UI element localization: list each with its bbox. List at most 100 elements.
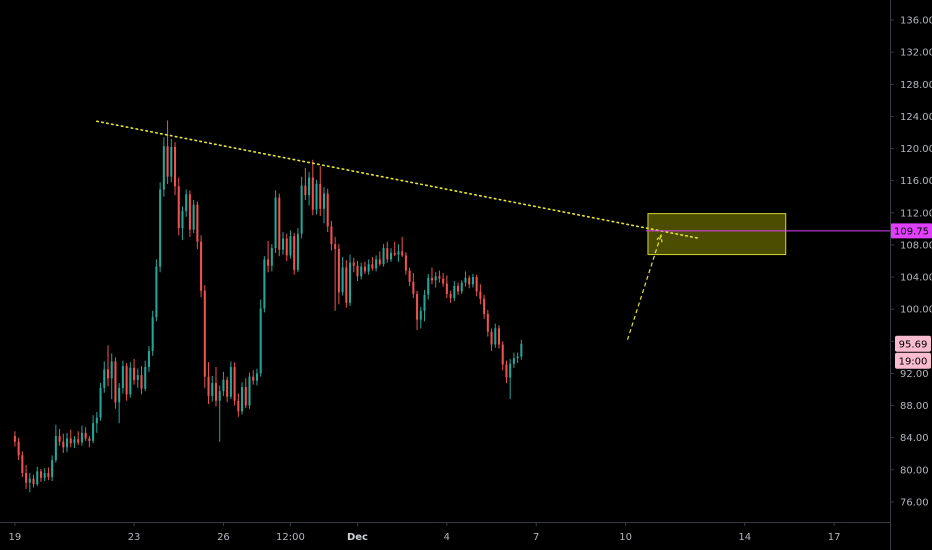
candle-body bbox=[133, 367, 136, 380]
candle bbox=[363, 261, 366, 274]
candle bbox=[457, 282, 460, 295]
candle bbox=[51, 455, 54, 482]
candle-body bbox=[423, 294, 426, 311]
candle bbox=[378, 251, 381, 266]
candle bbox=[289, 230, 292, 259]
candle-body bbox=[475, 277, 478, 292]
candle bbox=[114, 357, 117, 409]
last-price-tag bbox=[895, 335, 931, 352]
x-tick-label: 23 bbox=[128, 532, 141, 543]
candle-body bbox=[13, 436, 16, 442]
candle-body bbox=[330, 226, 333, 245]
candle-body bbox=[468, 277, 471, 285]
candle bbox=[207, 362, 210, 404]
target-price-label: 109.75 bbox=[894, 226, 929, 237]
candle bbox=[103, 361, 106, 393]
candle bbox=[17, 437, 20, 461]
x-tick-label: 19 bbox=[9, 532, 22, 543]
candle-body bbox=[192, 204, 195, 230]
candle bbox=[293, 232, 296, 275]
candle-body bbox=[144, 367, 147, 389]
candle bbox=[214, 367, 218, 407]
candle bbox=[371, 256, 374, 271]
projection-arrow bbox=[626, 235, 662, 340]
candle-body bbox=[479, 291, 482, 299]
candle-body bbox=[155, 266, 158, 318]
candle bbox=[296, 228, 299, 273]
candle bbox=[99, 383, 102, 421]
candle bbox=[449, 290, 452, 303]
candle-body bbox=[326, 193, 329, 227]
candle-body bbox=[39, 471, 42, 478]
candle bbox=[80, 425, 83, 446]
candle-body bbox=[404, 255, 407, 271]
candle-body bbox=[419, 310, 422, 320]
candle bbox=[166, 120, 169, 184]
candle-body bbox=[289, 236, 292, 256]
candle-body bbox=[32, 478, 35, 485]
candle bbox=[468, 275, 471, 289]
candle-body bbox=[345, 267, 348, 303]
candle-body bbox=[200, 241, 203, 291]
candle bbox=[326, 188, 329, 233]
candle-body bbox=[337, 248, 340, 293]
candle-body bbox=[453, 285, 456, 298]
candle-body bbox=[203, 290, 206, 377]
candle-body bbox=[267, 259, 270, 266]
candle-body bbox=[69, 438, 72, 444]
candle bbox=[501, 341, 504, 371]
last-price-label: 95.69 bbox=[899, 339, 928, 350]
candle-body bbox=[360, 266, 363, 277]
candle-body bbox=[490, 331, 493, 345]
countdown-tag bbox=[895, 352, 931, 369]
candle-body bbox=[311, 177, 314, 210]
candle bbox=[237, 393, 240, 417]
candle-body bbox=[140, 375, 143, 389]
candle bbox=[360, 262, 363, 280]
candle-body bbox=[110, 361, 113, 379]
candle bbox=[36, 466, 39, 486]
candle bbox=[192, 199, 195, 233]
candle-body bbox=[80, 432, 83, 443]
x-tick-label: 26 bbox=[217, 532, 230, 543]
candle bbox=[84, 427, 87, 441]
candle-body bbox=[397, 251, 400, 255]
candle bbox=[334, 236, 337, 311]
candle bbox=[509, 358, 512, 400]
candle-body bbox=[505, 364, 508, 378]
candle bbox=[88, 436, 91, 448]
candle bbox=[494, 323, 497, 348]
candle bbox=[382, 244, 385, 267]
candle bbox=[520, 339, 523, 360]
x-tick-label: 4 bbox=[444, 532, 450, 543]
candle bbox=[308, 171, 311, 206]
y-tick-label: 124.00 bbox=[900, 112, 932, 123]
target-zone-layer bbox=[647, 213, 787, 256]
candle bbox=[430, 267, 433, 285]
candle-body bbox=[300, 185, 303, 234]
candle bbox=[200, 235, 203, 298]
candle-body bbox=[211, 383, 214, 396]
x-tick-label: 14 bbox=[738, 532, 751, 543]
candle-body bbox=[188, 194, 191, 230]
candle-body bbox=[427, 277, 430, 295]
candle bbox=[69, 429, 72, 448]
candle-body bbox=[248, 376, 251, 406]
candle bbox=[401, 236, 404, 257]
candle bbox=[512, 352, 515, 368]
y-tick-label: 104.00 bbox=[900, 273, 932, 284]
candle-body bbox=[151, 317, 154, 351]
candles-layer bbox=[13, 120, 523, 493]
candle bbox=[118, 383, 121, 424]
candle bbox=[188, 190, 191, 237]
candle bbox=[181, 206, 184, 241]
candle-body bbox=[352, 262, 355, 266]
candle-body bbox=[483, 298, 486, 315]
candle bbox=[497, 325, 501, 349]
candle bbox=[147, 346, 150, 372]
candle-body bbox=[341, 267, 344, 293]
candle bbox=[226, 376, 229, 403]
